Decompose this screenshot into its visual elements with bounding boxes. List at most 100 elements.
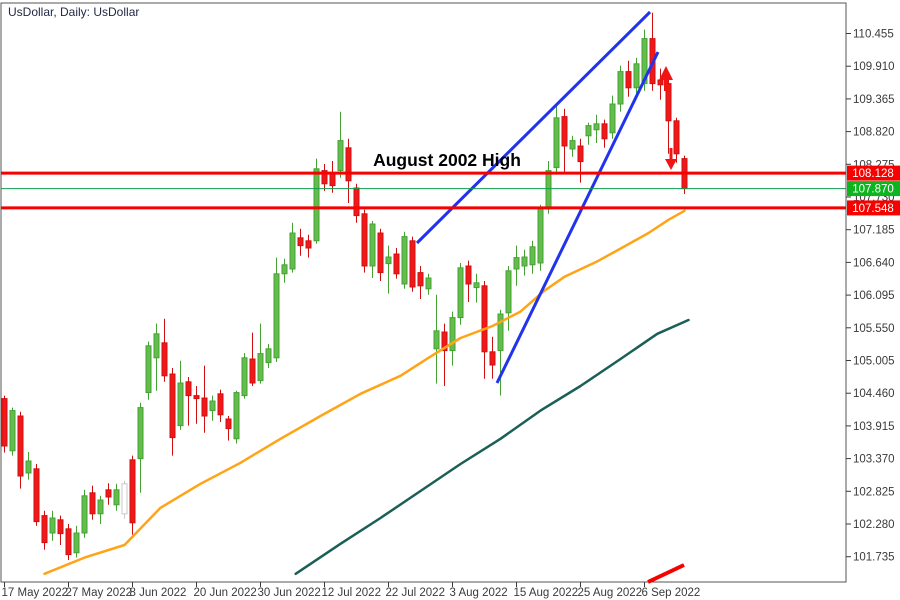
annotation-august-2002-high[interactable]: August 2002 High <box>373 150 521 170</box>
candle-body <box>1 398 8 447</box>
candle-body <box>481 285 488 353</box>
candle-body <box>473 282 480 289</box>
trendline-upper-channel[interactable] <box>415 10 652 245</box>
candle-body <box>641 38 648 85</box>
candle-body <box>41 515 48 544</box>
candle-body <box>33 468 40 523</box>
candle-body <box>177 382 184 427</box>
price-tag-107.548 <box>847 200 900 216</box>
x-axis-label: 25 Aug 2022 <box>578 587 643 599</box>
y-axis-label: 103.915 <box>853 421 895 433</box>
signal-arrows-layer[interactable] <box>659 66 677 170</box>
y-axis-label: 110.455 <box>853 29 894 41</box>
y-axis-label: 109.910 <box>853 61 895 73</box>
candle-body <box>537 208 544 264</box>
candle-body <box>241 357 248 397</box>
candle-body <box>49 517 56 534</box>
candle-body <box>425 277 432 290</box>
candle-body <box>513 257 520 270</box>
candle-body <box>9 410 16 452</box>
x-axis-label: 12 Jul 2022 <box>322 587 381 599</box>
x-axis-label: 30 Jun 2022 <box>258 587 321 599</box>
y-axis-label: 104.460 <box>853 388 895 400</box>
candle-body <box>569 140 576 150</box>
signal-arrow-down[interactable] <box>665 148 677 170</box>
candle-body <box>97 499 104 515</box>
moving-averages-layer <box>43 209 690 576</box>
candle-body <box>441 331 448 352</box>
y-axis-label: 109.365 <box>853 94 895 106</box>
candle-body <box>657 79 664 86</box>
candle-body <box>65 528 72 556</box>
x-axis-label: 3 Aug 2022 <box>450 587 508 599</box>
y-axis-label: 106.640 <box>853 257 895 269</box>
candle-body <box>81 495 88 534</box>
candle-body <box>337 140 344 172</box>
candle-body <box>273 273 280 359</box>
candle-body <box>417 272 424 287</box>
candle-body <box>257 353 264 382</box>
trendlines-layer[interactable] <box>415 10 685 584</box>
candle-body <box>393 253 400 275</box>
candle-body <box>305 240 312 249</box>
candle-body <box>369 223 376 267</box>
ma-slow-teal[interactable] <box>294 318 690 576</box>
candle-body <box>185 381 192 397</box>
candle-body <box>561 116 568 147</box>
price-tag-107.870 <box>847 181 900 197</box>
candle-body <box>25 460 32 474</box>
trendline-lower-channel[interactable] <box>495 51 660 384</box>
candle-body <box>233 392 240 440</box>
candle-body <box>377 232 384 274</box>
candle-body <box>17 415 24 477</box>
candle-body <box>633 63 640 89</box>
price-tag-label: 107.870 <box>852 184 894 196</box>
x-axis-label: 6 Sep 2022 <box>642 587 701 599</box>
candle-body <box>601 123 608 140</box>
x-axis-label: 8 Jun 2022 <box>130 587 187 599</box>
x-axis-label: 15 Aug 2022 <box>514 587 579 599</box>
y-axis-label: 107.185 <box>853 225 895 237</box>
y-axis-label: 101.735 <box>853 552 895 564</box>
price-tags-layer: 108.128 107.870 107.548 <box>847 165 900 216</box>
chart-title: UsDollar, Daily: UsDollar <box>8 5 139 19</box>
candle-body <box>329 173 336 187</box>
x-axis-label: 17 May 2022 <box>2 587 69 599</box>
candle-body <box>609 103 616 134</box>
y-axis-label: 108.820 <box>853 127 895 139</box>
ma-fast-orange[interactable] <box>43 209 686 576</box>
candle-body <box>289 232 296 270</box>
y-axis-label: 105.550 <box>853 323 895 335</box>
candles-layer <box>1 12 688 560</box>
candle-body <box>433 330 440 350</box>
candle-body <box>553 117 560 169</box>
candle-body <box>457 267 464 319</box>
x-axis-label: 27 May 2022 <box>66 587 133 599</box>
candle-body <box>57 519 64 535</box>
candle-body <box>129 459 136 524</box>
price-tag-label: 108.128 <box>852 168 894 180</box>
candle-body <box>449 317 456 352</box>
candle-body <box>617 71 624 105</box>
candle-body <box>249 358 256 384</box>
candle-body <box>265 348 272 364</box>
candle-body <box>529 246 536 266</box>
signal-arrow-up[interactable] <box>659 66 673 91</box>
red-trendline-segment[interactable] <box>647 563 685 584</box>
y-axis-label: 102.825 <box>853 486 895 498</box>
candle-body <box>105 489 112 498</box>
price-tag-label: 107.548 <box>852 203 894 215</box>
x-axis-label: 22 Jul 2022 <box>386 587 445 599</box>
candle-body <box>121 483 128 515</box>
candle-body <box>225 418 232 430</box>
candle-body <box>665 83 672 122</box>
horizontal-price-lines-layer[interactable] <box>1 171 846 210</box>
candle-body <box>521 256 528 267</box>
candle-body <box>321 170 328 185</box>
candle-body <box>577 145 584 163</box>
candle-body <box>113 489 120 506</box>
candle-body <box>385 256 392 265</box>
candle-body <box>345 147 352 182</box>
